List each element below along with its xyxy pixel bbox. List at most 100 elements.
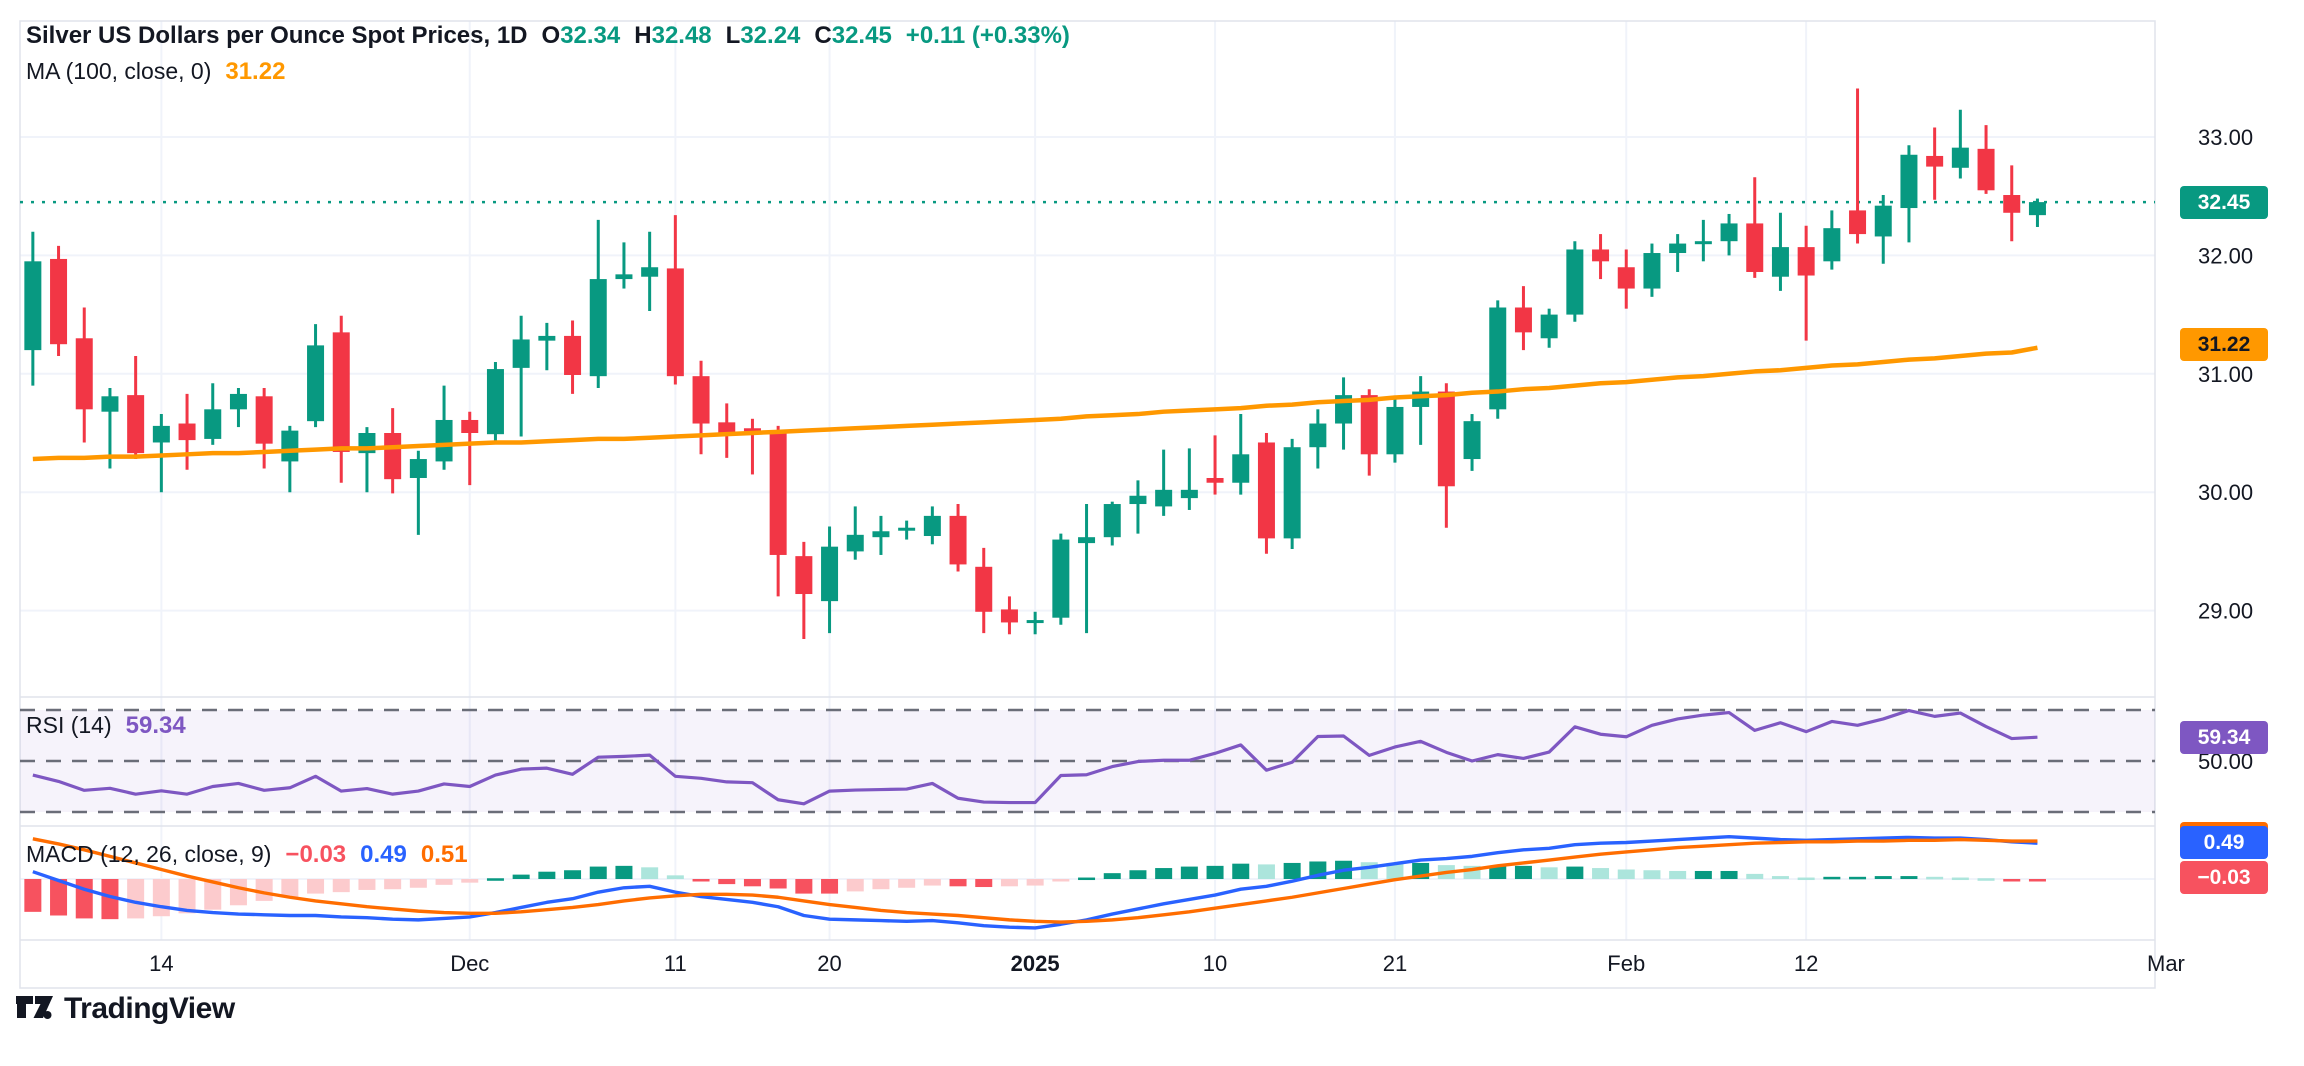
candle-body	[1360, 395, 1378, 455]
candle-body	[255, 396, 273, 444]
macd-hist-bar	[1180, 866, 1198, 879]
candle-body	[1746, 223, 1764, 272]
candle-body	[1951, 147, 1969, 168]
macd-hist-bar	[1155, 868, 1173, 879]
price-tick-label: 31.00	[2198, 362, 2253, 387]
macd-hist-bar	[1694, 870, 1712, 879]
macd-hist-bar	[564, 870, 582, 879]
macd-hist-bar	[1592, 868, 1610, 879]
price-tick-label: 32.00	[2198, 243, 2253, 268]
time-tick-label: 2025	[1011, 951, 1060, 976]
price-tick-label: 29.00	[2198, 599, 2253, 624]
macd-legend[interactable]: MACD (12, 26, close, 9) −0.03 0.49 0.51	[26, 841, 468, 869]
candle-body	[1617, 267, 1635, 289]
ma-value-badge: 31.22	[2180, 328, 2268, 361]
macd-hist-bar	[769, 879, 787, 889]
ma-legend[interactable]: MA (100, close, 0) 31.22	[26, 58, 1070, 86]
candle-body	[127, 395, 145, 454]
macd-hist-bar	[1874, 876, 1892, 879]
macd-hist-bar	[1489, 865, 1507, 879]
price-tick-label: 30.00	[2198, 480, 2253, 505]
macd-hist-bar	[1977, 878, 1995, 881]
candle-body	[332, 332, 350, 452]
candle-body	[1566, 249, 1584, 315]
candle-body	[1849, 210, 1867, 235]
macd-line	[32, 834, 2038, 930]
candle-body	[1155, 489, 1173, 507]
macd-hist-bar	[1026, 879, 1044, 886]
candle-body	[1180, 489, 1198, 499]
macd-hist-bar	[1000, 879, 1018, 887]
symbol-legend[interactable]: Silver US Dollars per Ounce Spot Prices,…	[26, 22, 1070, 50]
rsi-line[interactable]	[32, 708, 2038, 806]
macd-hist-bar	[718, 879, 736, 885]
candle-body	[384, 433, 402, 480]
candle-body	[1052, 539, 1070, 618]
macd-hist-bar	[615, 865, 633, 879]
macd-hist-bar	[435, 879, 453, 885]
candle-body	[846, 534, 864, 552]
candle-body	[1926, 155, 1944, 167]
rsi-value-badge: 59.34	[2180, 721, 2268, 754]
macd-hist-bar	[2003, 879, 2021, 882]
candle-body	[1540, 314, 1558, 339]
ma-label: MA (100, close, 0)	[26, 58, 212, 84]
ohlc-open: O32.34	[541, 22, 621, 49]
candle-body	[307, 345, 325, 422]
macd-hist-bar	[1360, 862, 1378, 879]
candle-body	[795, 556, 813, 595]
candles-layer[interactable]	[24, 88, 2046, 640]
candle-body	[1232, 454, 1250, 483]
candle-body	[178, 423, 196, 441]
candle-body	[1489, 307, 1507, 410]
candle-body	[589, 279, 607, 377]
candle-body	[1823, 228, 1841, 262]
macd-hist-bar	[1078, 877, 1096, 881]
ohlc-low: L32.24	[725, 22, 801, 49]
macd-hist-bar	[1206, 865, 1224, 879]
candle-body	[538, 335, 556, 341]
candle-body	[486, 369, 504, 435]
candle-body	[1103, 504, 1121, 538]
macd-hist-bar	[1951, 877, 1969, 881]
macd-hist-bar	[1386, 862, 1404, 879]
chart-frame	[19, 20, 2156, 989]
candle-body	[2028, 202, 2046, 216]
rsi-legend[interactable]: RSI (14) 59.34	[26, 712, 186, 740]
macd-hist-bar	[1849, 876, 1867, 880]
tradingview-logo[interactable]: TradingView	[16, 992, 235, 1026]
candle-body	[1643, 253, 1661, 289]
macd-hist-bar	[1052, 879, 1070, 882]
macd-hist-bar	[846, 879, 864, 892]
candle-body	[75, 338, 93, 410]
candle-body	[975, 566, 993, 612]
time-axis[interactable]: 14 Dec 11 20 2025 10 21 Feb 12 Mar	[149, 951, 2185, 976]
tradingview-logo-icon	[16, 996, 53, 1019]
macd-hist-bar	[641, 867, 659, 879]
macd-hist-bar	[666, 875, 684, 879]
macd-hist-bar	[1103, 873, 1121, 879]
candle-body	[641, 267, 659, 277]
macd-hist-bar	[743, 879, 761, 887]
macd-hist-bar	[127, 879, 145, 919]
macd-hist-bar	[1540, 867, 1558, 879]
macd-hist-bar	[923, 879, 941, 886]
candle-body	[50, 258, 68, 345]
rsi-value: 59.34	[125, 712, 186, 739]
macd-hist-bar	[409, 879, 427, 888]
ma100-line[interactable]	[32, 345, 2038, 462]
candle-body	[923, 515, 941, 537]
macd-hist-bar	[255, 879, 273, 901]
macd-hist-bar	[1823, 876, 1841, 880]
macd-hist-bar	[461, 879, 479, 883]
time-tick-label: 12	[1794, 951, 1818, 976]
macd-hist-bar	[975, 879, 993, 888]
macd-layer[interactable]	[24, 834, 2046, 930]
macd-label: MACD (12, 26, close, 9)	[26, 841, 272, 867]
candle-body	[1720, 223, 1738, 242]
candle-body	[1257, 442, 1275, 539]
macd-hist-bar	[1746, 873, 1764, 879]
